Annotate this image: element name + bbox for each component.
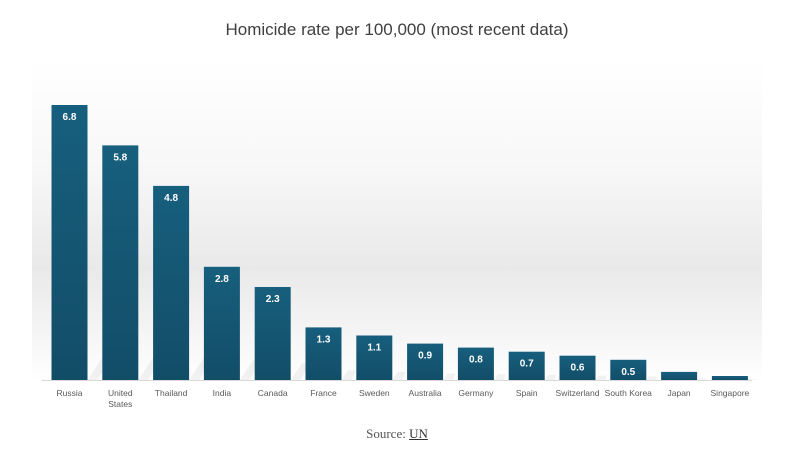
x-tick-label: Japan: [668, 388, 691, 398]
bar-shadow: [697, 378, 708, 380]
data-label: 0.8: [469, 355, 483, 366]
data-label: 2.8: [215, 274, 229, 285]
bar-shadow: [646, 376, 657, 380]
bar-switzerland: [559, 355, 596, 380]
data-label: 5.8: [113, 152, 127, 163]
bar-united-states: [102, 145, 139, 380]
bar-australia: [407, 343, 444, 380]
x-tick-label: Canada: [258, 388, 288, 398]
bar-singapore: [711, 376, 748, 380]
bar-canada: [254, 287, 291, 380]
bar-shadow: [544, 374, 557, 380]
data-label: 0.7: [520, 359, 534, 370]
bar-japan: [661, 371, 698, 380]
source-note: Source: UN: [0, 426, 794, 442]
bar-south-korea: [610, 359, 647, 380]
source-link[interactable]: UN: [409, 426, 428, 441]
bar-shadow: [747, 379, 758, 380]
bar-shadow: [443, 373, 456, 380]
chart-title: Homicide rate per 100,000 (most recent d…: [225, 20, 569, 39]
bar-india: [203, 266, 240, 380]
data-label: 4.8: [164, 193, 178, 204]
bar-shadow: [493, 374, 506, 380]
bar-germany: [457, 347, 494, 380]
x-tick-label: Australia: [409, 388, 442, 398]
x-tick-label: Thailand: [155, 388, 188, 398]
bar-thailand: [153, 185, 190, 380]
bar-sweden: [356, 335, 393, 380]
x-tick-label: Russia: [57, 388, 83, 398]
data-label: 0.6: [571, 363, 585, 374]
data-label: 2.3: [266, 294, 280, 305]
bar-russia: [51, 105, 88, 380]
bar-france: [305, 327, 342, 380]
x-tick-label: Switzerland: [556, 388, 600, 398]
x-tick-label: Spain: [516, 388, 538, 398]
bar-spain: [508, 351, 545, 380]
x-tick-label: Singapore: [711, 388, 750, 398]
x-tick-label: France: [310, 388, 337, 398]
x-tick-label: Germany: [458, 388, 494, 398]
x-tick-label: Sweden: [359, 388, 390, 398]
data-label: 1.3: [317, 334, 331, 345]
source-prefix: Source:: [366, 426, 410, 441]
bar-shadow: [341, 370, 356, 380]
bar-shadow: [595, 375, 607, 380]
x-tick-label: States: [108, 399, 132, 409]
x-tick-label: India: [213, 388, 232, 398]
x-tick-label: South Korea: [605, 388, 653, 398]
data-label: 0.9: [418, 351, 432, 362]
data-label: 6.8: [63, 112, 77, 123]
data-label: 1.1: [367, 343, 381, 354]
data-label: 0.5: [621, 367, 635, 378]
bar-shadow: [392, 371, 406, 380]
x-tick-label: United: [108, 388, 133, 398]
bar-shadow: [290, 363, 310, 380]
